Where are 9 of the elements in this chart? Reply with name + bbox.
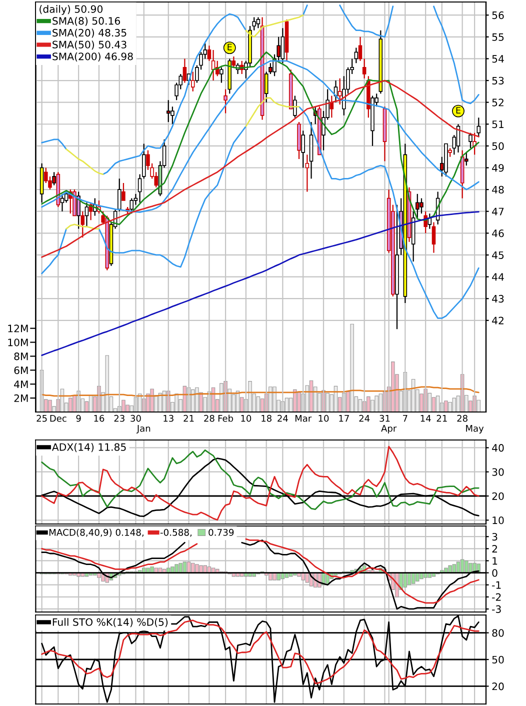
y-tick-label: 20 <box>492 682 504 690</box>
y-tick-label: 50 <box>492 656 504 664</box>
y-tick-label: 1 <box>492 557 498 565</box>
legend-label: Full STO %K(14) %D(5) <box>52 618 168 628</box>
y-tick-label: 0 <box>492 569 498 577</box>
y-tick-label: -1 <box>492 581 501 589</box>
y-tick-label: -2 <box>492 593 501 601</box>
y-tick-label: 80 <box>492 629 504 637</box>
y-tick-label: -3 <box>492 605 501 613</box>
